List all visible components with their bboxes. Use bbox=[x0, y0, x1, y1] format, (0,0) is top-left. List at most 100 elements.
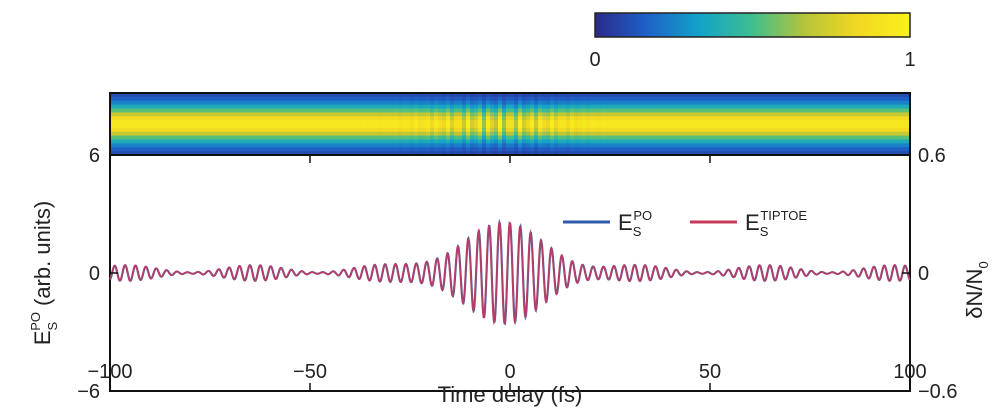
heatmap-cell bbox=[318, 131, 323, 137]
heatmap-cell bbox=[162, 127, 167, 133]
heatmap-cell bbox=[434, 139, 439, 144]
heatmap-cell bbox=[778, 147, 783, 152]
heatmap-cell bbox=[502, 151, 507, 156]
heatmap-cell bbox=[842, 135, 847, 140]
heatmap-cell bbox=[686, 120, 691, 125]
heatmap-cell bbox=[658, 93, 663, 98]
heatmap-cell bbox=[474, 112, 479, 117]
heatmap-cell bbox=[674, 124, 679, 129]
heatmap-cell bbox=[746, 100, 751, 106]
heatmap-cell bbox=[750, 112, 755, 117]
heatmap-cell bbox=[426, 124, 431, 129]
heatmap-cell bbox=[854, 139, 859, 144]
heatmap-cell bbox=[838, 93, 843, 98]
heatmap-cell bbox=[178, 127, 183, 133]
heatmap-cell bbox=[426, 116, 431, 121]
heatmap-cell bbox=[154, 143, 159, 148]
heatmap-cell bbox=[214, 124, 219, 129]
heatmap-cell bbox=[558, 124, 563, 129]
heatmap-cell bbox=[782, 131, 787, 137]
heatmap-cell bbox=[690, 108, 695, 113]
heatmap-cell bbox=[362, 139, 367, 144]
heatmap-cell bbox=[390, 151, 395, 156]
heatmap-cell bbox=[550, 120, 555, 125]
heatmap-cell bbox=[746, 108, 751, 113]
heatmap-cell bbox=[762, 127, 767, 133]
heatmap-cell bbox=[826, 100, 831, 106]
heatmap-cell bbox=[866, 143, 871, 148]
heatmap-cell bbox=[318, 143, 323, 148]
heatmap-cell bbox=[526, 135, 531, 140]
heatmap-cell bbox=[274, 139, 279, 144]
heatmap-cell bbox=[798, 127, 803, 133]
heatmap-cell bbox=[690, 151, 695, 156]
heatmap-cell bbox=[646, 124, 651, 129]
heatmap-cell bbox=[766, 127, 771, 133]
heatmap-cell bbox=[826, 135, 831, 140]
heatmap-cell bbox=[586, 96, 591, 102]
heatmap-cell bbox=[690, 120, 695, 125]
heatmap-cell bbox=[222, 120, 227, 125]
heatmap-cell bbox=[902, 104, 907, 109]
heatmap-cell bbox=[534, 112, 539, 117]
heatmap-cell bbox=[366, 93, 371, 98]
heatmap-cell bbox=[230, 104, 235, 109]
heatmap-cell bbox=[674, 120, 679, 125]
heatmap-cell bbox=[358, 116, 363, 121]
heatmap-cell bbox=[394, 96, 399, 102]
heatmap-cell bbox=[578, 131, 583, 137]
heatmap-cell bbox=[430, 135, 435, 140]
heatmap-cell bbox=[158, 93, 163, 98]
heatmap-cell bbox=[806, 100, 811, 106]
heatmap-cell bbox=[242, 135, 247, 140]
heatmap-cell bbox=[722, 116, 727, 121]
heatmap-cell bbox=[350, 93, 355, 98]
heatmap-cell bbox=[862, 120, 867, 125]
heatmap-cell bbox=[846, 124, 851, 129]
heatmap-cell bbox=[122, 143, 127, 148]
heatmap-cell bbox=[862, 143, 867, 148]
heatmap-cell bbox=[158, 139, 163, 144]
heatmap-cell bbox=[894, 147, 899, 152]
heatmap-cell bbox=[318, 135, 323, 140]
heatmap-cell bbox=[822, 108, 827, 113]
heatmap-cell bbox=[638, 135, 643, 140]
heatmap-cell bbox=[694, 96, 699, 102]
heatmap-cell bbox=[266, 108, 271, 113]
heatmap-cell bbox=[402, 147, 407, 152]
heatmap-cell bbox=[390, 93, 395, 98]
heatmap-cell bbox=[362, 116, 367, 121]
heatmap-cell bbox=[298, 116, 303, 121]
heatmap-cell bbox=[306, 124, 311, 129]
heatmap-cell bbox=[450, 131, 455, 137]
heatmap-cell bbox=[490, 131, 495, 137]
heatmap-cell bbox=[698, 108, 703, 113]
heatmap-cell bbox=[342, 120, 347, 125]
heatmap-cell bbox=[842, 112, 847, 117]
heatmap-cell bbox=[714, 135, 719, 140]
heatmap-cell bbox=[694, 112, 699, 117]
heatmap-cell bbox=[510, 147, 515, 152]
heatmap-cell bbox=[846, 147, 851, 152]
heatmap-cell bbox=[870, 112, 875, 117]
heatmap-cell bbox=[418, 100, 423, 106]
heatmap-cell bbox=[482, 143, 487, 148]
heatmap-cell bbox=[650, 139, 655, 144]
heatmap-cell bbox=[222, 100, 227, 106]
heatmap-cell bbox=[274, 135, 279, 140]
heatmap-cell bbox=[506, 124, 511, 129]
heatmap-cell bbox=[122, 124, 127, 129]
heatmap-cell bbox=[642, 127, 647, 133]
heatmap-cell bbox=[782, 135, 787, 140]
heatmap-cell bbox=[122, 127, 127, 133]
heatmap-cell bbox=[322, 127, 327, 133]
heatmap-cell bbox=[234, 112, 239, 117]
heatmap-cell bbox=[606, 120, 611, 125]
heatmap-cell bbox=[326, 151, 331, 156]
heatmap-cell bbox=[818, 96, 823, 102]
heatmap-cell bbox=[258, 116, 263, 121]
heatmap-cell bbox=[802, 131, 807, 137]
heatmap-cell bbox=[634, 96, 639, 102]
heatmap-cell bbox=[558, 120, 563, 125]
heatmap-cell bbox=[486, 143, 491, 148]
